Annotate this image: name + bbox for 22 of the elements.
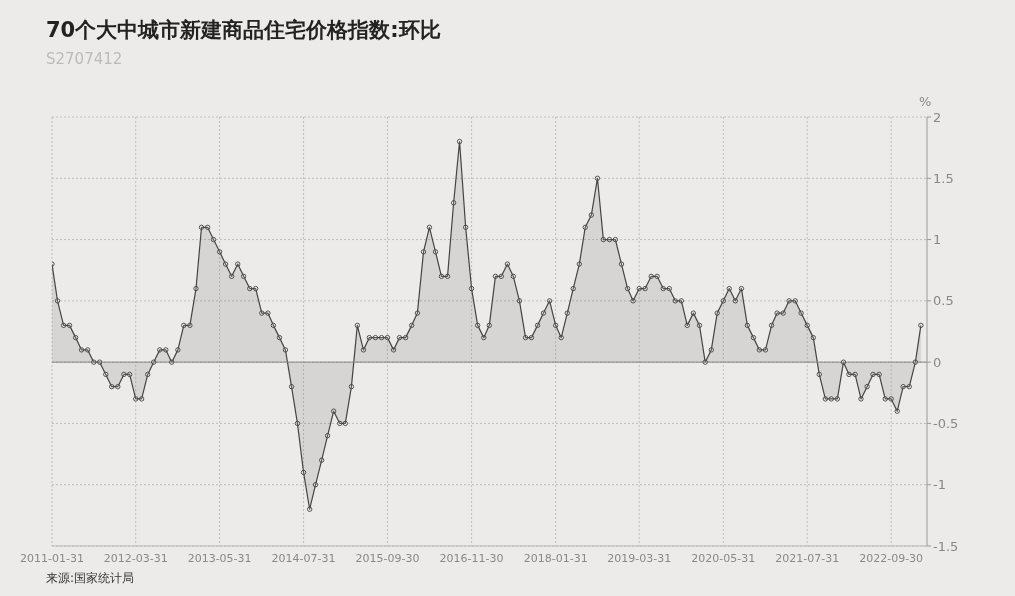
x-tick-label: 2011-01-31 [20,551,84,565]
source-note: 来源:国家统计局 [46,570,135,587]
x-tick-label: 2012-03-31 [103,551,168,565]
y-axis-title: % [919,94,932,109]
x-tick-label: 2022-09-30 [859,551,924,565]
x-tick-label: 2020-05-31 [691,551,756,565]
y-tick-label: 1.5 [933,170,954,186]
chart-title: 70个大中城市新建商品住宅价格指数:环比 [46,17,441,44]
y-tick-label: 0.5 [933,293,954,309]
x-tick-label: 2018-01-31 [523,551,588,565]
y-tick-label: 1 [933,232,942,248]
x-tick-label: 2015-09-30 [355,551,420,565]
y-tick-label: -0.5 [933,416,959,432]
y-tick-label: 0 [933,354,942,370]
y-tick-label: -1 [933,477,946,493]
x-tick-label: 2019-03-31 [607,551,672,565]
x-tick-label: 2014-07-31 [271,551,336,565]
x-tick-label: 2021-07-31 [775,551,840,565]
x-tick-label: 2013-05-31 [187,551,252,565]
x-tick-label: 2016-11-30 [439,551,504,565]
y-tick-label: 2 [933,109,942,125]
y-tick-label: -1.5 [933,538,959,554]
